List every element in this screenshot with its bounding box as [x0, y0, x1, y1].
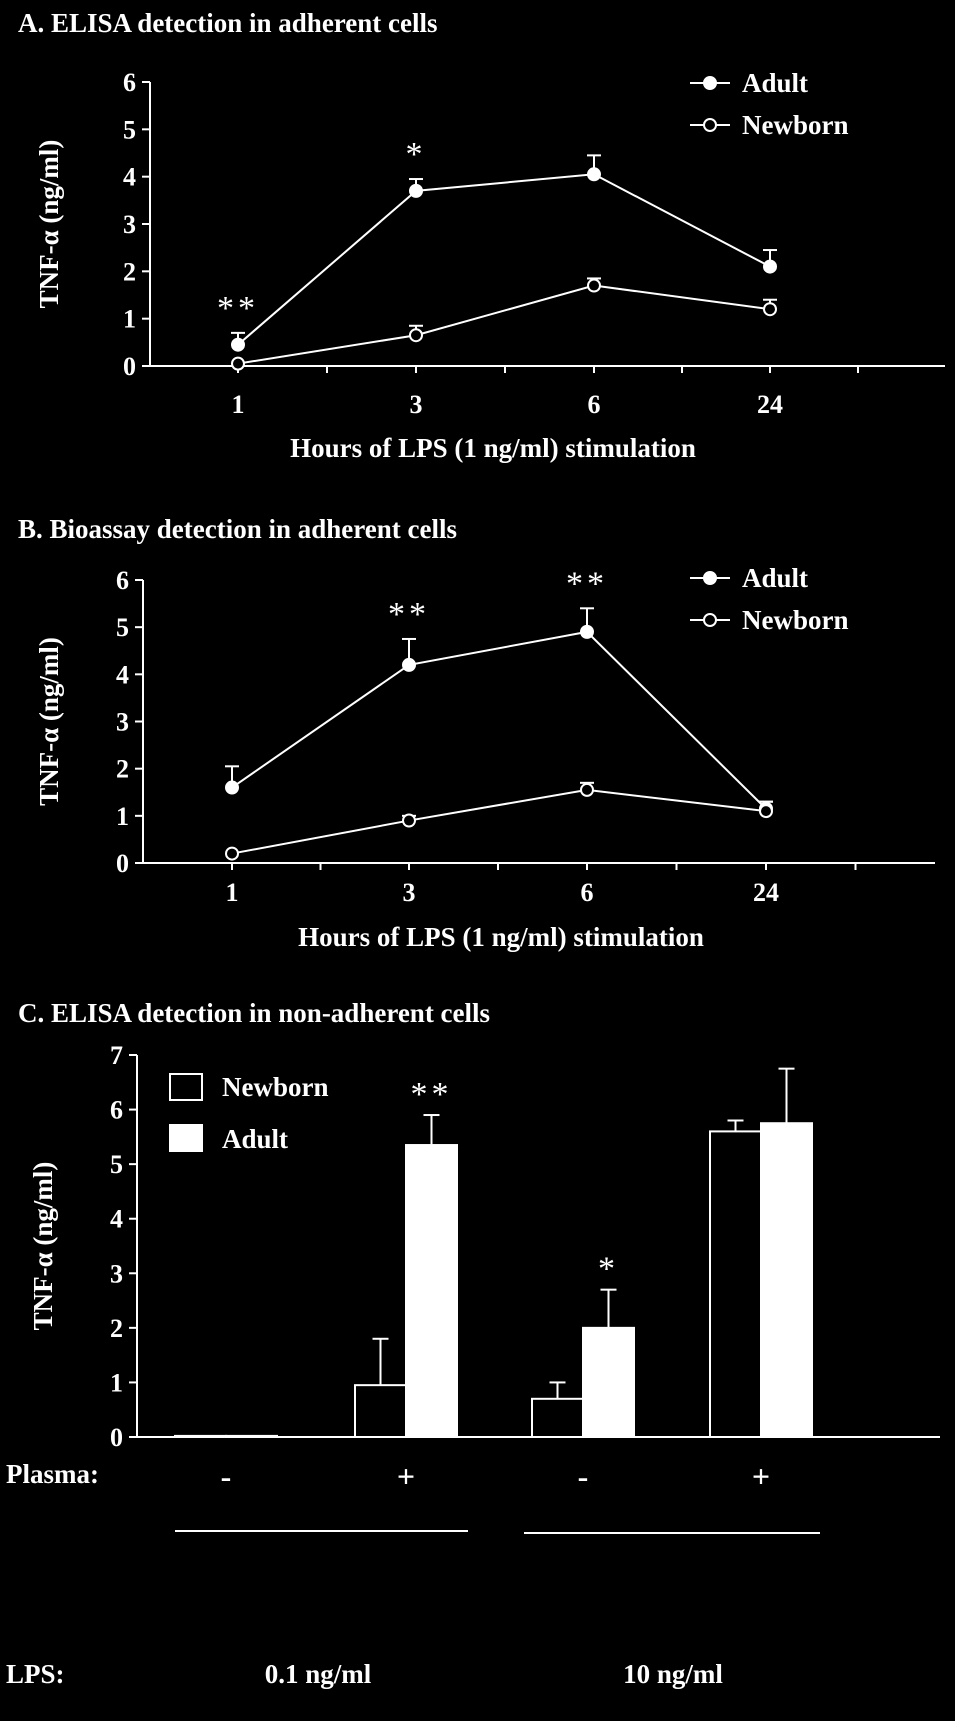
chart-a-point-adult [409, 183, 423, 198]
chart-a-series-line-newborn [237, 284, 771, 365]
chart-c-ytick-label: 7 [110, 1041, 123, 1070]
chart-a-significance-marker: ** [217, 290, 259, 327]
chart-b-xtick-label: 24 [753, 878, 779, 907]
chart-a-point-newborn [231, 356, 245, 371]
chart-b-point-newborn [580, 782, 594, 797]
chart-a-ytick-label: 6 [123, 68, 136, 97]
chart-c-bar-adult [582, 1326, 635, 1439]
chart-c-plasma-row-label: Plasma: [6, 1459, 99, 1489]
chart-a-point-adult [587, 167, 601, 182]
chart-a-point-adult [763, 259, 777, 274]
chart-b-point-newborn [402, 813, 416, 828]
chart-c-bar-adult [760, 1122, 813, 1438]
chart-b-point-newborn [759, 804, 773, 819]
chart-b-point-adult [402, 657, 416, 672]
chart-c-legend-label-newborn: Newborn [222, 1072, 329, 1102]
chart-c-ytick-label: 0 [110, 1423, 123, 1452]
chart-a-xtick-label: 24 [757, 390, 783, 419]
chart-c-bar-newborn [174, 1434, 227, 1438]
chart-c-lps-group-label: 10 ng/ml [623, 1659, 723, 1689]
chart-c-title: C. ELISA detection in non-adherent cells [18, 998, 490, 1028]
chart-a-xtick-label: 1 [232, 390, 245, 419]
chart-b-ytick-label: 6 [116, 566, 129, 595]
chart-b-legend-label-adult: Adult [742, 563, 808, 593]
chart-b-series-line-newborn [231, 788, 767, 855]
chart-b-ytick-label: 3 [116, 708, 129, 737]
chart-b-ytick-label: 5 [116, 613, 129, 642]
chart-b-ytick-label: 1 [116, 802, 129, 831]
chart-c-significance-marker: * [598, 1251, 619, 1288]
chart-c-plasma-label: - [221, 1458, 232, 1494]
chart-b-significance-marker: ** [388, 596, 430, 633]
chart-a-legend-marker-adult [703, 76, 717, 90]
chart-b-ytick-label: 0 [116, 849, 129, 878]
chart-b-xtick-label: 1 [226, 878, 239, 907]
chart-c-legend-swatch-newborn [169, 1073, 203, 1101]
chart-c-ytick-label: 2 [110, 1314, 123, 1343]
chart-b-x-axis-label: Hours of LPS (1 ng/ml) stimulation [298, 922, 704, 952]
chart-c-plasma-label: + [397, 1458, 415, 1494]
chart-a-ytick-label: 2 [123, 257, 136, 286]
chart-b-legend-marker-newborn [703, 613, 717, 627]
chart-b-xtick-label: 6 [581, 878, 594, 907]
chart-b-legend-marker-adult [703, 571, 717, 585]
chart-b-series-line-adult [231, 630, 767, 810]
chart-a-title: A. ELISA detection in adherent cells [18, 8, 438, 38]
chart-a-xtick-label: 6 [588, 390, 601, 419]
chart-a-significance-marker: * [406, 136, 427, 173]
chart-a-ytick-label: 4 [123, 163, 136, 192]
chart-a-x-axis-label: Hours of LPS (1 ng/ml) stimulation [290, 433, 696, 463]
chart-c-lps-group-label: 0.1 ng/ml [265, 1659, 372, 1689]
chart-c-plasma-label: - [578, 1458, 589, 1494]
chart-a-legend-marker-newborn [703, 118, 717, 132]
chart-c-bar-adult [225, 1434, 278, 1438]
chart-c-bar-newborn [354, 1384, 407, 1438]
chart-c-lps-row-label: LPS: [6, 1659, 65, 1689]
chart-a-ytick-label: 5 [123, 115, 136, 144]
chart-a-legend-label-newborn: Newborn [742, 110, 849, 140]
chart-c-ytick-label: 3 [110, 1259, 123, 1288]
chart-a-y-axis-label: TNF-α (ng/ml) [34, 140, 64, 309]
chart-b-ytick-label: 4 [116, 660, 129, 689]
chart-c-significance-marker: ** [411, 1076, 453, 1113]
chart-a-point-newborn [587, 278, 601, 293]
chart-b-point-adult [225, 780, 239, 795]
chart-c-bar-newborn [531, 1397, 584, 1439]
chart-b-point-adult [580, 624, 594, 639]
chart-c-legend-swatch-adult [169, 1124, 203, 1152]
chart-b-y-axis-label: TNF-α (ng/ml) [34, 637, 64, 806]
chart-a-point-adult [231, 337, 245, 352]
chart-a-ytick-label: 1 [123, 305, 136, 334]
chart-a-point-newborn [763, 302, 777, 317]
chart-c-plasma-label: + [752, 1458, 770, 1494]
chart-b-legend-label-newborn: Newborn [742, 605, 849, 635]
chart-a-ytick-label: 0 [123, 352, 136, 381]
chart-c-ytick-label: 1 [110, 1368, 123, 1397]
chart-c-bar-adult [405, 1144, 458, 1438]
chart-a-xtick-label: 3 [410, 390, 423, 419]
chart-b-ytick-label: 2 [116, 755, 129, 784]
chart-a-legend-label-adult: Adult [742, 68, 808, 98]
chart-c-ytick-label: 4 [110, 1205, 123, 1234]
chart-b-xtick-label: 3 [403, 878, 416, 907]
chart-b-title: B. Bioassay detection in adherent cells [18, 514, 457, 544]
chart-b-point-newborn [225, 846, 239, 861]
chart-a-ytick-label: 3 [123, 210, 136, 239]
chart-c-bar-newborn [709, 1130, 762, 1439]
chart-c-legend-label-adult: Adult [222, 1124, 288, 1154]
chart-c-ytick-label: 5 [110, 1150, 123, 1179]
chart-c-y-axis-label: TNF-α (ng/ml) [28, 1162, 58, 1331]
chart-a-series-line-adult [237, 173, 771, 346]
chart-b-significance-marker: ** [566, 565, 608, 602]
chart-a-point-newborn [409, 328, 423, 343]
chart-c-ytick-label: 6 [110, 1096, 123, 1125]
